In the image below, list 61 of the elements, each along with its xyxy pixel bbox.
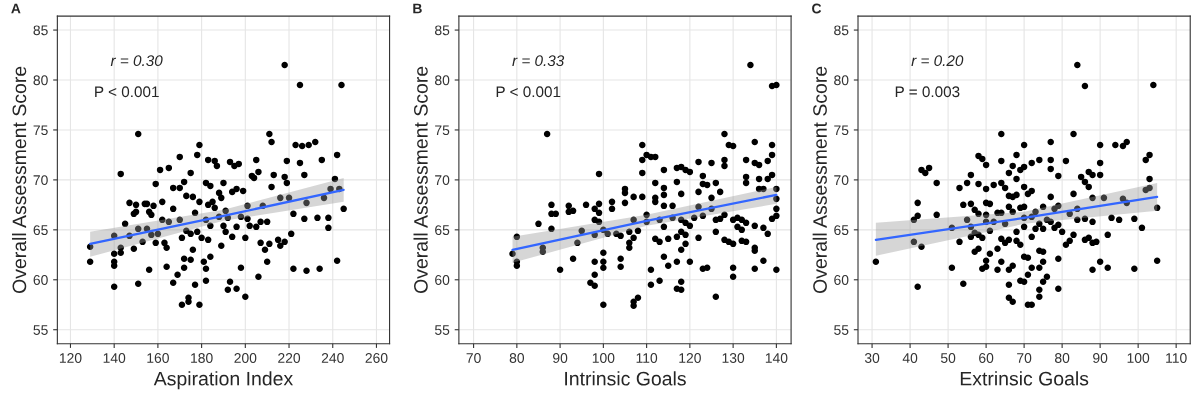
y-tick-label: 65 bbox=[834, 225, 849, 236]
x-tick-label: 100 bbox=[1127, 353, 1150, 363]
y-tick-label: 85 bbox=[834, 25, 849, 36]
y-tick-label: 60 bbox=[435, 275, 450, 285]
chart-title: C bbox=[812, 3, 822, 14]
y-axis-title: Overall Assessment Score bbox=[812, 66, 827, 293]
x-tick-label: 60 bbox=[979, 353, 994, 363]
x-tick-label: 80 bbox=[509, 353, 525, 363]
x-tick-label: 50 bbox=[940, 353, 956, 363]
x-tick-label: 260 bbox=[365, 353, 388, 363]
x-tick-label: 30 bbox=[864, 353, 880, 363]
x-tick-label: 240 bbox=[321, 353, 344, 363]
annotation: P < 0.001 bbox=[95, 86, 159, 98]
y-tick-label: 75 bbox=[435, 125, 450, 136]
x-tick-label: 180 bbox=[191, 353, 213, 363]
y-tick-label: 85 bbox=[33, 25, 48, 36]
y-tick-label: 60 bbox=[33, 275, 48, 285]
x-tick-label: 80 bbox=[1055, 353, 1070, 363]
y-tick-label: 70 bbox=[33, 175, 48, 186]
y-tick-label: 55 bbox=[33, 325, 48, 335]
x-tick-label: 70 bbox=[466, 353, 481, 363]
y-tick-label: 60 bbox=[834, 275, 849, 285]
y-tick-label: 55 bbox=[434, 325, 450, 335]
x-tick-label: 90 bbox=[553, 353, 568, 363]
annotation: r = 0.33 bbox=[512, 55, 565, 67]
x-tick-label: 160 bbox=[147, 353, 169, 363]
annotation: P = 0.003 bbox=[895, 86, 960, 98]
x-tick-label: 120 bbox=[59, 353, 82, 363]
x-tick-label: 90 bbox=[1093, 353, 1108, 363]
chart-title: A bbox=[11, 3, 21, 14]
y-axis-title: Overall Assessment Score bbox=[11, 66, 27, 293]
x-tick-label: 140 bbox=[103, 353, 126, 363]
x-tick-label: 110 bbox=[636, 353, 658, 363]
x-axis-title: Aspiration Index bbox=[153, 371, 293, 390]
y-tick-label: 75 bbox=[834, 125, 849, 136]
x-tick-label: 100 bbox=[592, 353, 615, 363]
y-axis-title: Overall Assessment Score bbox=[413, 66, 428, 293]
x-axis-title: Extrinsic Goals bbox=[960, 371, 1089, 386]
chart-title: B bbox=[413, 3, 422, 14]
x-axis-title: Intrinsic Goals bbox=[565, 371, 686, 386]
x-tick-label: 140 bbox=[765, 353, 788, 363]
y-tick-label: 85 bbox=[435, 25, 450, 36]
y-tick-label: 75 bbox=[33, 125, 48, 136]
annotation: r = 0.20 bbox=[911, 55, 964, 67]
x-tick-label: 220 bbox=[278, 353, 301, 363]
y-tick-label: 70 bbox=[834, 175, 849, 186]
x-tick-label: 70 bbox=[1017, 353, 1032, 363]
annotation: r = 0.30 bbox=[110, 55, 163, 67]
y-tick-label: 80 bbox=[33, 75, 48, 86]
x-tick-label: 40 bbox=[902, 353, 918, 363]
y-tick-label: 70 bbox=[435, 175, 450, 186]
x-tick-label: 110 bbox=[1166, 353, 1187, 363]
y-tick-label: 65 bbox=[33, 225, 48, 236]
x-tick-label: 130 bbox=[722, 353, 745, 363]
y-tick-label: 55 bbox=[834, 325, 849, 335]
x-tick-label: 200 bbox=[234, 353, 257, 363]
x-tick-label: 120 bbox=[679, 353, 701, 363]
y-tick-label: 65 bbox=[435, 225, 450, 236]
y-tick-label: 80 bbox=[435, 75, 450, 86]
annotation: P < 0.001 bbox=[496, 86, 561, 98]
y-tick-label: 80 bbox=[834, 75, 849, 86]
